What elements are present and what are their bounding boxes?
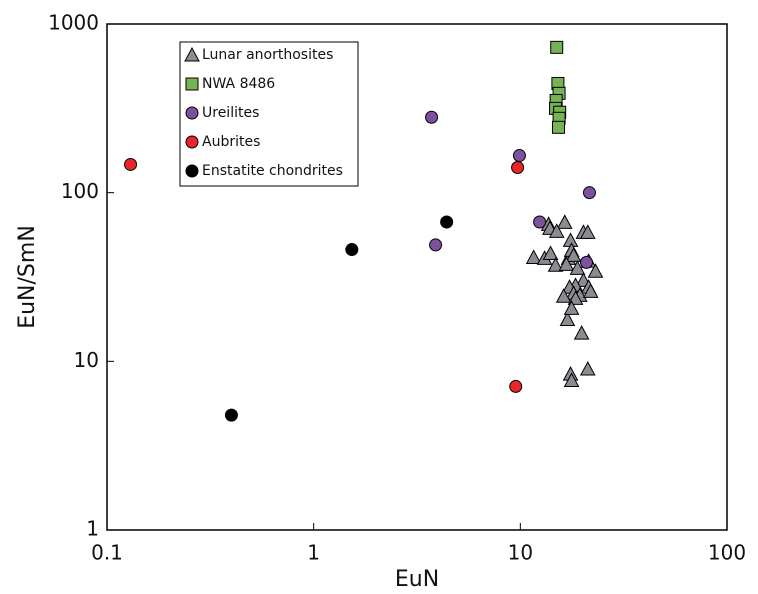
data-point xyxy=(542,245,559,260)
y-tick-label: 1000 xyxy=(48,11,99,35)
data-point xyxy=(429,238,443,252)
data-point xyxy=(582,186,596,200)
data-point xyxy=(525,249,542,264)
plot-frame xyxy=(106,23,728,531)
legend-label: Aubrites xyxy=(202,134,260,150)
y-tick-label: 100 xyxy=(61,179,99,203)
data-point xyxy=(556,214,573,229)
data-point xyxy=(512,149,526,163)
x-tick-label: 100 xyxy=(708,541,746,565)
data-point xyxy=(579,360,596,376)
y-tick-label: 1 xyxy=(86,517,99,541)
legend-label: Lunar anorthosites xyxy=(202,47,333,63)
data-point xyxy=(124,157,138,171)
data-point xyxy=(569,260,586,275)
legend-marker xyxy=(185,164,199,178)
legend-box xyxy=(179,41,359,187)
data-point xyxy=(533,215,547,229)
data-point xyxy=(440,215,454,229)
legend-marker xyxy=(184,46,200,62)
data-point xyxy=(511,160,525,174)
data-point xyxy=(547,257,564,272)
y-axis-label: EuN/SmN xyxy=(15,225,40,329)
legend-marker xyxy=(185,135,199,149)
x-axis-label: EuN xyxy=(395,567,439,592)
data-point xyxy=(345,243,359,257)
data-point xyxy=(559,311,576,327)
legend-label: Ureilites xyxy=(202,105,259,121)
data-point xyxy=(563,300,580,315)
x-tick-label: 1 xyxy=(307,541,320,565)
x-tick-label: 0.1 xyxy=(91,541,123,565)
data-point xyxy=(550,40,564,54)
data-point xyxy=(548,223,565,238)
legend-marker xyxy=(185,77,199,91)
data-point xyxy=(567,290,584,305)
data-point xyxy=(224,408,238,422)
data-point xyxy=(573,325,590,340)
data-point xyxy=(509,379,523,393)
data-point xyxy=(565,247,582,262)
legend-label: NWA 8486 xyxy=(202,76,275,92)
data-point xyxy=(425,110,439,124)
data-point xyxy=(552,120,566,134)
data-point xyxy=(587,263,604,278)
y-tick-label: 10 xyxy=(74,348,99,372)
data-point xyxy=(582,283,599,298)
data-point xyxy=(579,255,593,269)
data-point xyxy=(579,224,596,239)
x-tick-label: 10 xyxy=(508,541,533,565)
data-point xyxy=(563,372,580,387)
data-point xyxy=(558,256,575,271)
data-point xyxy=(555,288,572,303)
legend-label: Enstatite chondrites xyxy=(202,163,343,179)
legend-marker xyxy=(185,106,199,120)
